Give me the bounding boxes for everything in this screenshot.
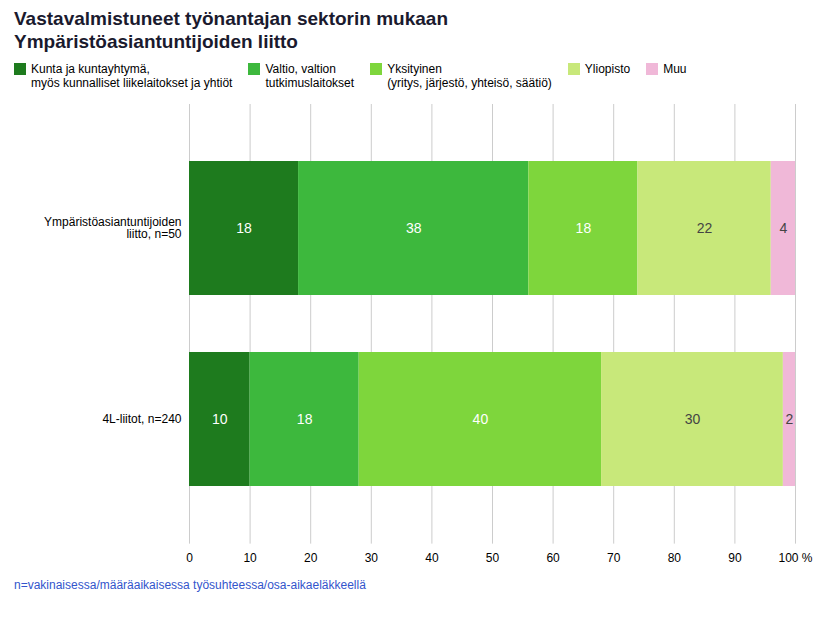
html-text:Yksityinen (yritys, järjestö,: Yksityinen (yritys, järjestö, yhteisö, s… — [387, 61, 552, 90]
svg-text:10: 10 — [243, 551, 257, 565]
html-text:Yliopisto: Yliopisto — [584, 61, 631, 76]
svg-text:18: 18 — [576, 220, 592, 236]
svg-text:4L-liitot, n=240: 4L-liitot, n=240 — [102, 413, 181, 427]
svg-text:40: 40 — [425, 551, 439, 565]
html-text:Kunta ja kuntayhtymä, myös kun: Kunta ja kuntayhtymä, myös kunnalliset l… — [31, 61, 233, 90]
svg-text:50: 50 — [486, 551, 500, 565]
svg-text:60: 60 — [546, 551, 560, 565]
svg-text:10: 10 — [212, 411, 228, 427]
svg-text:18: 18 — [236, 220, 252, 236]
svg-text:30: 30 — [365, 551, 379, 565]
html-text:Vastavalmistuneet työnantajan: Vastavalmistuneet työnantajan sektorin m… — [14, 8, 448, 29]
svg-text:Ympäristöasiantuntijoidenliitt: Ympäristöasiantuntijoidenliitto, n=50 — [44, 216, 182, 242]
svg-text:2: 2 — [786, 411, 794, 427]
svg-text:18: 18 — [297, 411, 313, 427]
html-text:Muu: Muu — [663, 61, 687, 76]
svg-text:0: 0 — [186, 551, 193, 565]
svg-text:90: 90 — [728, 551, 742, 565]
html-text:Ympäristöasiantuntijoiden liit: Ympäristöasiantuntijoiden liitto — [14, 30, 298, 52]
svg-text:100 %: 100 % — [778, 551, 812, 565]
svg-text:40: 40 — [473, 411, 489, 427]
svg-text:80: 80 — [668, 551, 682, 565]
svg-text:70: 70 — [607, 551, 621, 565]
svg-text:30: 30 — [685, 411, 701, 427]
svg-text:4: 4 — [779, 220, 787, 236]
svg-text:22: 22 — [697, 220, 713, 236]
html-text:Valtio, valtion tutkimuslaitok: Valtio, valtion tutkimuslaitokset — [265, 61, 355, 90]
html-text:n=vakinaisessa/määräaikaisessa: n=vakinaisessa/määräaikaisessa työsuhtee… — [14, 578, 366, 592]
svg-text:38: 38 — [406, 220, 422, 236]
svg-text:20: 20 — [304, 551, 318, 565]
